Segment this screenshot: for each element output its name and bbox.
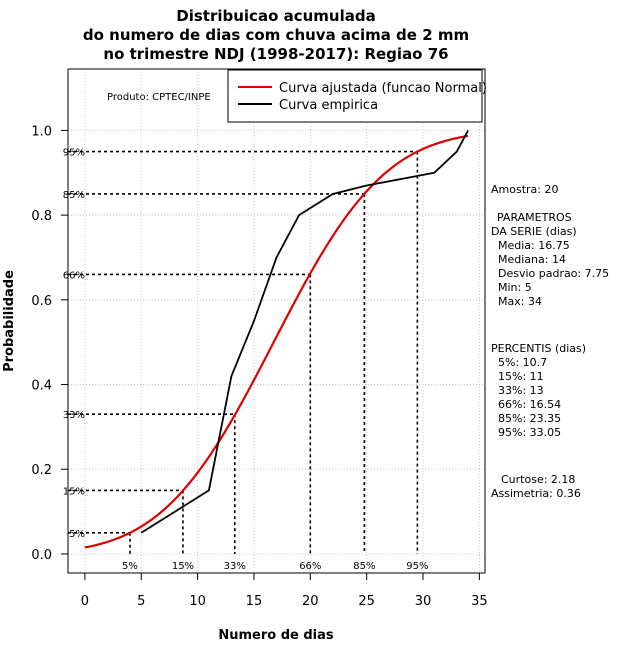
- x-tick-label-0: 0: [81, 594, 89, 609]
- y-tick-label-0: 0.0: [31, 548, 52, 563]
- statistics-panel: Amostra: 20 PARAMETROS DA SERIE (dias) M…: [491, 183, 609, 500]
- kurtosis: Curtose: 2.18: [501, 473, 575, 486]
- param-median: Mediana: 14: [498, 253, 566, 266]
- x-tick-label-20: 20: [302, 594, 319, 609]
- chart-title-line-2: do numero de dias com chuva acima de 2 m…: [83, 26, 469, 44]
- pct-y-label-66%: 66%: [63, 270, 85, 281]
- sample-size: Amostra: 20: [491, 183, 558, 196]
- percentil-33: 33%: 13: [498, 384, 544, 397]
- param-max: Max: 34: [498, 295, 542, 308]
- normal-fit-curve: [84, 134, 469, 549]
- pct-y-label-15%: 15%: [63, 486, 85, 497]
- x-tick-label-30: 30: [415, 594, 432, 609]
- x-axis-title: Numero de dias: [218, 628, 334, 643]
- y-tick-label-4: 0.8: [31, 209, 52, 224]
- legend-label-empirical: Curva empirica: [279, 98, 378, 113]
- percentil-85: 85%: 23.35: [498, 412, 561, 425]
- legend: Curva ajustada (funcao Normal) Curva emp…: [227, 69, 487, 123]
- y-tick-label-5: 1.0: [31, 124, 52, 139]
- y-axis: 0.0 0.2 0.4 0.6 0.8 1.0: [31, 124, 68, 563]
- percentil-66: 66%: 16.54: [498, 398, 561, 411]
- params-heading-1: PARAMETROS: [497, 211, 572, 224]
- y-tick-label-3: 0.6: [31, 294, 52, 309]
- pct-y-label-95%: 95%: [63, 148, 85, 159]
- y-tick-label-1: 0.2: [31, 463, 52, 478]
- x-tick-label-35: 35: [471, 594, 488, 609]
- x-tick-label-15: 15: [246, 594, 263, 609]
- percentil-15: 15%: 11: [498, 370, 544, 383]
- pct-x-label-5%: 5%: [122, 561, 138, 572]
- percentis-heading: PERCENTIS (dias): [491, 342, 586, 355]
- credit-text: Produto: CPTEC/INPE: [107, 92, 211, 103]
- empirical-curve: [140, 129, 469, 534]
- x-axis: 0 5 10 15 20 25 30 35: [81, 573, 488, 609]
- chart-title-line-1: Distribuicao acumulada: [176, 7, 375, 25]
- pct-y-label-33%: 33%: [63, 410, 85, 421]
- params-heading-2: DA SERIE (dias): [491, 225, 577, 238]
- percentil-95: 95%: 33.05: [498, 426, 561, 439]
- param-sd: Desvio padrao: 7.75: [498, 267, 609, 280]
- chart-title-line-3: no trimestre NDJ (1998-2017): Regiao 76: [103, 45, 448, 63]
- x-tick-label-25: 25: [358, 594, 375, 609]
- plot-frame: [67, 68, 486, 574]
- pct-x-label-85%: 85%: [353, 561, 375, 572]
- legend-box: [227, 69, 483, 123]
- x-tick-label-10: 10: [189, 594, 206, 609]
- pct-x-label-33%: 33%: [224, 561, 246, 572]
- y-axis-title: Probabilidade: [2, 270, 17, 372]
- curves: [84, 129, 469, 549]
- pct-x-label-95%: 95%: [406, 561, 428, 572]
- pct-x-label-66%: 66%: [299, 561, 321, 572]
- grid-lines: [68, 69, 485, 573]
- pct-x-label-15%: 15%: [172, 561, 194, 572]
- param-mean: Media: 16.75: [498, 239, 570, 252]
- pct-y-label-5%: 5%: [69, 529, 85, 540]
- param-min: Min: 5: [498, 281, 532, 294]
- percentil-5: 5%: 10.7: [498, 356, 547, 369]
- skewness: Assimetria: 0.36: [491, 487, 581, 500]
- legend-label-normal: Curva ajustada (funcao Normal): [279, 81, 487, 96]
- pct-y-label-85%: 85%: [63, 190, 85, 201]
- x-tick-label-5: 5: [137, 594, 145, 609]
- percentile-guides: 5% 5% 15% 15% 33% 33% 66% 66% 85% 85% 95% 95%: [63, 148, 429, 572]
- y-tick-label-2: 0.4: [31, 379, 52, 394]
